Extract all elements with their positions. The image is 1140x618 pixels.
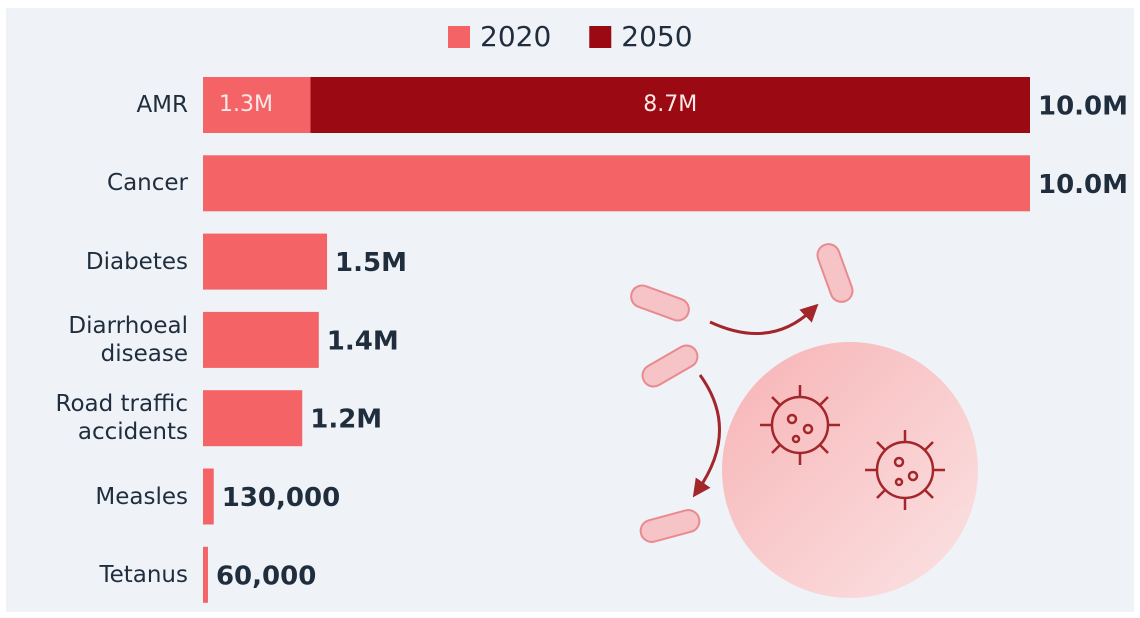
category-label: AMR bbox=[136, 92, 188, 118]
value-label: 1.5M bbox=[335, 248, 407, 278]
value-label: 8.7M bbox=[643, 92, 697, 117]
category-label-box: Measles bbox=[95, 483, 188, 510]
category-label: Road traffic accidents bbox=[55, 391, 188, 446]
category-label-box: AMR bbox=[136, 92, 188, 118]
bar bbox=[203, 546, 208, 603]
category-label: Diabetes bbox=[85, 248, 188, 275]
bar bbox=[310, 77, 1030, 133]
category-label: Tetanus bbox=[99, 561, 188, 588]
bar bbox=[203, 233, 328, 290]
legend-label: 2050 bbox=[621, 20, 692, 53]
total-label: 10.0M bbox=[1038, 92, 1128, 122]
category-label-box: Tetanus bbox=[99, 561, 188, 588]
bar bbox=[203, 77, 311, 133]
bar bbox=[203, 311, 319, 368]
value-label: 60,000 bbox=[216, 561, 316, 591]
category-label: Diarrhoeal disease bbox=[68, 312, 188, 367]
bar bbox=[203, 390, 303, 447]
bar bbox=[203, 155, 1030, 212]
bar bbox=[203, 468, 214, 525]
illustration bbox=[630, 243, 978, 598]
value-label: 1.4M bbox=[327, 326, 399, 356]
value-label: 10.0M bbox=[1038, 170, 1128, 200]
category-label-box: Road traffic accidents bbox=[55, 391, 188, 446]
category-label-box: Diarrhoeal disease bbox=[68, 312, 188, 367]
category-label-box: Cancer bbox=[107, 170, 188, 197]
legend-swatch bbox=[589, 26, 612, 48]
value-label: 130,000 bbox=[222, 483, 340, 513]
category-label: Cancer bbox=[107, 170, 188, 197]
category-label: Measles bbox=[95, 483, 188, 510]
legend-swatch bbox=[448, 26, 470, 48]
category-label-box: Diabetes bbox=[85, 248, 188, 275]
value-label: 1.3M bbox=[219, 92, 273, 117]
legend-label: 2020 bbox=[480, 20, 551, 53]
value-label: 1.2M bbox=[310, 405, 382, 435]
